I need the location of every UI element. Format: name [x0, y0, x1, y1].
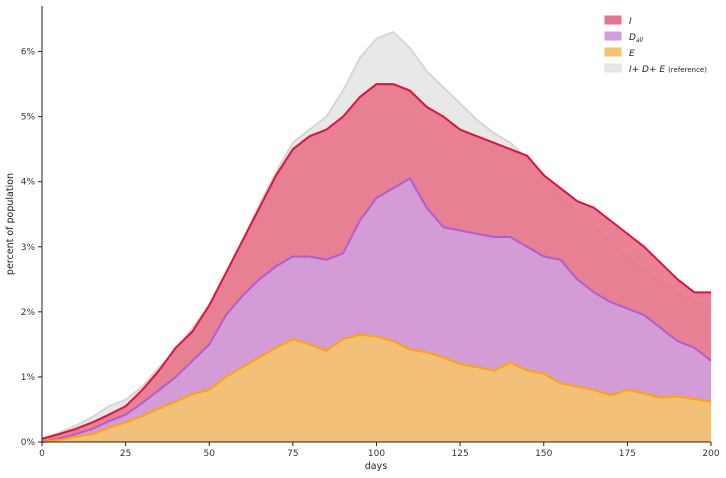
y-tick-label: 0% [21, 438, 36, 448]
plot-area [41, 31, 712, 443]
x-tick-label: 175 [619, 449, 636, 459]
legend-swatch-e [604, 47, 622, 57]
line-e [41, 333, 712, 443]
line-d-all [41, 177, 712, 443]
x-axis-label: days [365, 461, 387, 472]
line-i [41, 83, 711, 440]
x-ticks: 0 25 50 75 100 125 150 175 200 [39, 442, 720, 459]
y-tick-label: 3% [21, 243, 36, 253]
x-tick-label: 200 [702, 449, 719, 459]
y-tick-label: 2% [21, 308, 36, 318]
legend-swatch-d [604, 31, 622, 41]
x-tick-label: 100 [368, 449, 385, 459]
x-tick-label: 50 [204, 449, 216, 459]
legend-label-e: E [629, 49, 635, 59]
legend-swatch-i [604, 15, 622, 25]
legend: I Dall E I+ D+ E (reference) [604, 15, 707, 75]
axes: 0 25 50 75 100 125 150 175 200 0% 1% 2% 3% 4% 5% 6% da… [5, 6, 720, 472]
area-e [42, 334, 711, 442]
y-tick-label: 6% [21, 48, 36, 58]
x-tick-label: 125 [452, 449, 469, 459]
legend-label-i-d-e: I+ D+ E (reference) [629, 65, 707, 75]
legend-label-d: Dall [629, 33, 643, 44]
y-ticks: 0% 1% 2% 3% 4% 5% 6% [21, 48, 42, 448]
x-tick-label: 25 [120, 449, 131, 459]
x-tick-label: 75 [287, 449, 298, 459]
y-tick-label: 5% [21, 113, 36, 123]
legend-label-i: I [629, 17, 632, 27]
y-tick-label: 4% [21, 178, 36, 188]
y-axis-label: percent of population [5, 173, 16, 275]
y-tick-label: 1% [21, 373, 36, 383]
x-tick-label: 150 [535, 449, 552, 459]
legend-swatch-i-d-e [604, 63, 622, 73]
x-tick-label: 0 [39, 449, 45, 459]
